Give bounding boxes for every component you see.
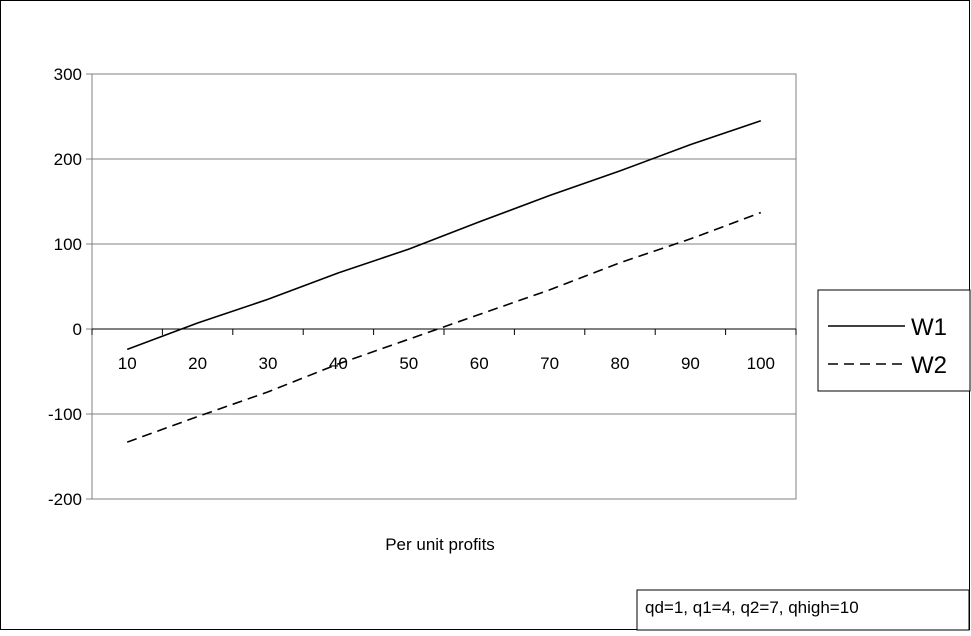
y-tick-label: 0 [73, 320, 82, 339]
y-tick-label: 200 [54, 150, 82, 169]
x-tick-label: 20 [188, 354, 207, 373]
x-tick-label: 60 [470, 354, 489, 373]
y-tick-label: -100 [48, 405, 82, 424]
y-axis-tick-labels: -200 -100 0 100 200 300 [48, 65, 92, 509]
x-tick-label: 80 [611, 354, 630, 373]
legend-box [817, 289, 971, 392]
annotation-text: qd=1, q1=4, q2=7, qhigh=10 [645, 598, 859, 617]
series-line-w2 [126, 211, 762, 443]
x-tick-label: 10 [118, 354, 137, 373]
y-tick-label: 300 [54, 65, 82, 84]
x-tick-label: 100 [747, 354, 775, 373]
y-tick-label: -200 [48, 490, 82, 509]
legend: W1 W2 [817, 289, 971, 392]
x-tick-label: 90 [681, 354, 700, 373]
series-lines [126, 120, 762, 443]
annotation-box [636, 589, 970, 631]
x-axis-title: Per unit profits [385, 535, 495, 554]
legend-label-w2: W2 [911, 352, 947, 379]
x-tick-label: 70 [540, 354, 559, 373]
annotation: qd=1, q1=4, q2=7, qhigh=10 [636, 589, 970, 631]
x-axis [91, 328, 797, 335]
x-tick-label: 30 [259, 354, 278, 373]
legend-label-w1: W1 [911, 314, 947, 341]
x-axis-tick-labels: 10 20 30 40 50 60 70 80 90 100 [118, 354, 775, 373]
y-tick-label: 100 [54, 235, 82, 254]
plot-area [91, 73, 797, 500]
series-line-w1 [126, 120, 762, 351]
x-tick-label: 50 [399, 354, 418, 373]
